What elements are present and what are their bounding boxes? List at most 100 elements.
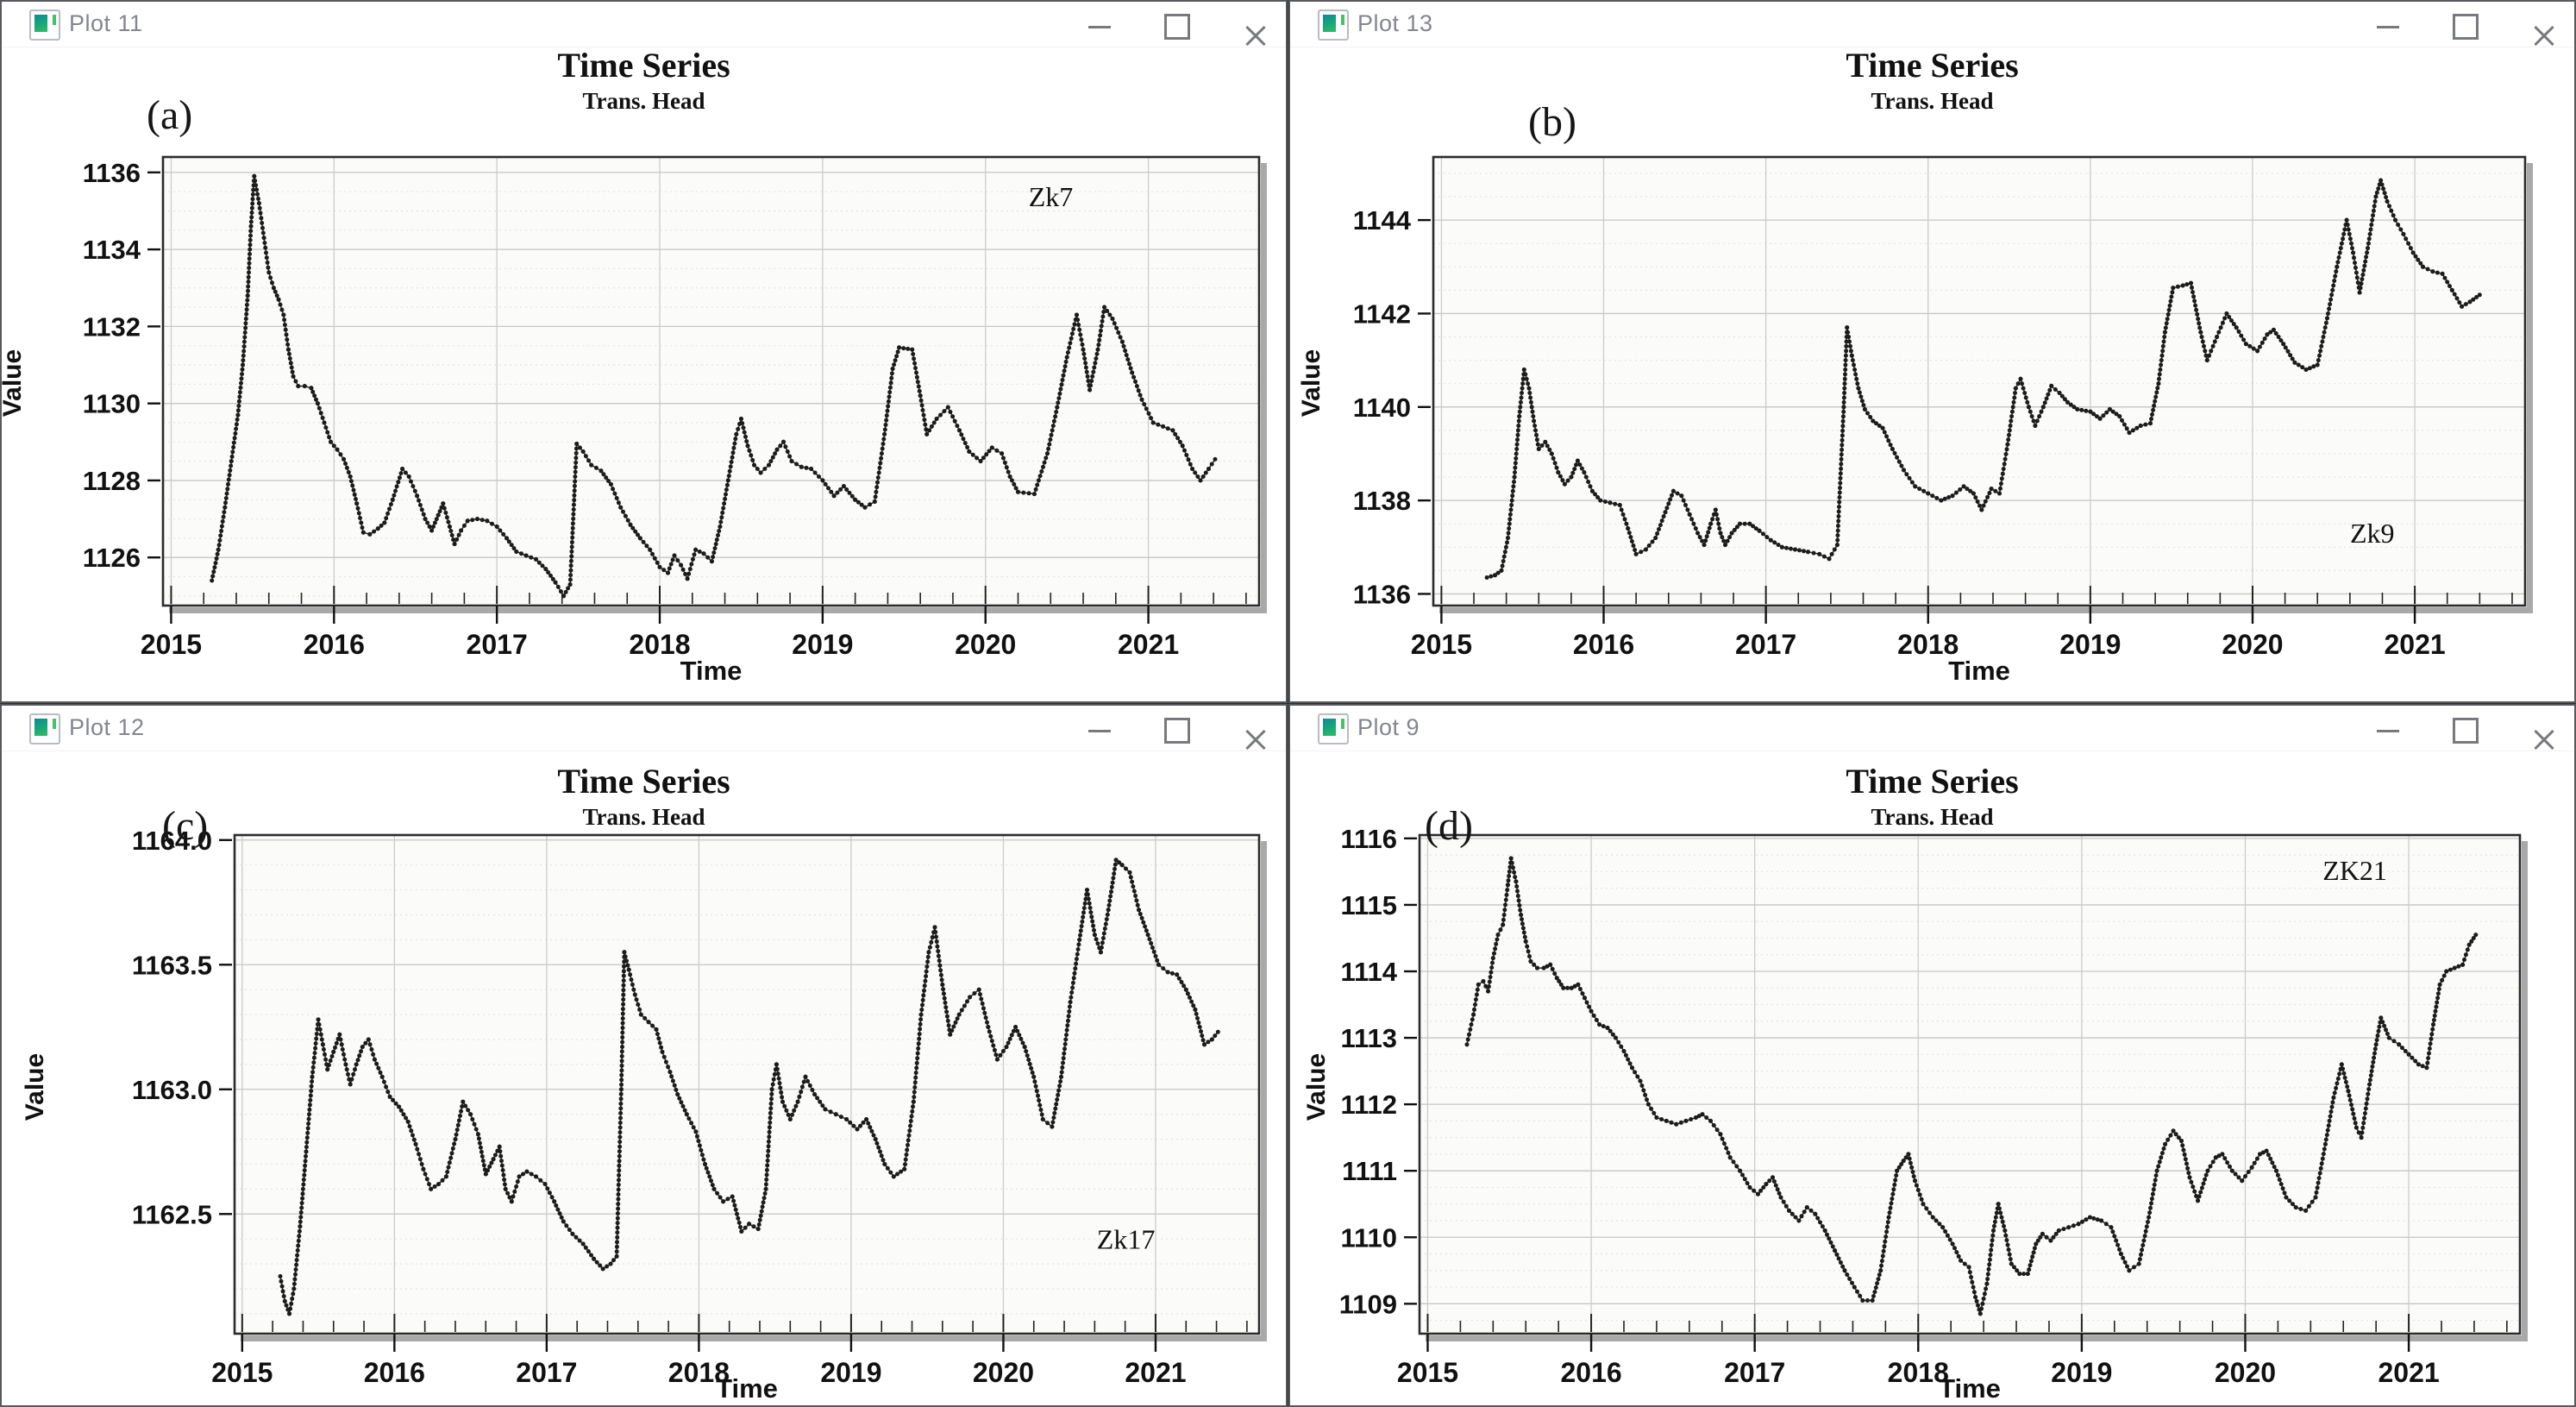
svg-text:2020: 2020	[2222, 629, 2283, 660]
titlebar[interactable]: Plot 13	[1290, 2, 2574, 47]
x-axis-label: Time	[716, 1373, 778, 1404]
panel-letter: (a)	[147, 92, 193, 138]
window-title: Plot 13	[1357, 10, 1433, 36]
plot-window-9: Plot 9 2015 2016 2017 2018 2019 2020 2021 1109 1…	[1288, 704, 2576, 1407]
panel-letter: (b)	[1528, 99, 1576, 145]
svg-text:2017: 2017	[467, 629, 528, 660]
svg-text:1134: 1134	[83, 235, 141, 265]
chart-title: Time Series	[557, 46, 730, 85]
chart-title: Time Series	[1846, 762, 2019, 801]
svg-text:2016: 2016	[364, 1357, 425, 1388]
panel-letter: (d)	[1425, 803, 1473, 849]
svg-text:1138: 1138	[1353, 486, 1411, 516]
window-title: Plot 11	[69, 10, 143, 36]
svg-text:2020: 2020	[2215, 1357, 2276, 1388]
titlebar[interactable]: Plot 9	[1290, 706, 2574, 751]
maximize-button[interactable]	[2441, 7, 2489, 41]
svg-text:2020: 2020	[973, 1357, 1034, 1388]
window-title: Plot 12	[69, 714, 145, 740]
app-icon	[1318, 713, 1349, 744]
svg-text:1113: 1113	[1340, 1023, 1397, 1053]
svg-text:2021: 2021	[1118, 629, 1179, 660]
x-axis-label: Time	[1948, 656, 2010, 686]
svg-text:1112: 1112	[1340, 1090, 1397, 1120]
plot-window-11: Plot 11 2015 2016 2017 2018 2019 2020 2021 1126…	[0, 0, 1288, 703]
maximize-button[interactable]	[2441, 711, 2489, 745]
minimize-button[interactable]	[1076, 711, 1125, 745]
svg-text:2018: 2018	[1888, 1357, 1949, 1388]
svg-text:1110: 1110	[1340, 1222, 1397, 1253]
svg-text:1140: 1140	[1353, 393, 1411, 423]
svg-text:Zk17: Zk17	[1097, 1224, 1156, 1255]
svg-text:1116: 1116	[1340, 824, 1397, 854]
svg-text:2018: 2018	[629, 629, 690, 660]
svg-text:1163.5: 1163.5	[132, 950, 212, 980]
svg-text:2016: 2016	[1573, 629, 1634, 660]
titlebar[interactable]: Plot 11	[2, 2, 1286, 47]
svg-text:ZK21: ZK21	[2322, 855, 2387, 886]
x-axis-label: Time	[680, 656, 743, 686]
svg-text:Zk9: Zk9	[2350, 518, 2395, 549]
svg-text:Zk7: Zk7	[1029, 181, 1074, 212]
svg-text:1130: 1130	[83, 389, 141, 419]
minimize-button[interactable]	[1076, 7, 1125, 41]
chart-title: Time Series	[557, 762, 730, 801]
svg-text:2018: 2018	[1897, 629, 1959, 660]
maximize-button[interactable]	[1152, 7, 1200, 41]
svg-text:2019: 2019	[792, 629, 853, 660]
svg-text:2019: 2019	[820, 1357, 881, 1388]
minimize-button[interactable]	[2365, 711, 2413, 745]
svg-text:1136: 1136	[1353, 579, 1411, 609]
svg-text:1163.0: 1163.0	[132, 1075, 212, 1105]
minimize-button[interactable]	[2365, 7, 2413, 41]
app-icon	[29, 713, 60, 744]
svg-text:1162.5: 1162.5	[132, 1199, 212, 1229]
svg-text:1126: 1126	[83, 543, 141, 573]
svg-text:2017: 2017	[516, 1357, 577, 1388]
svg-text:1109: 1109	[1339, 1289, 1397, 1319]
svg-text:2017: 2017	[1735, 629, 1796, 660]
app-icon	[29, 9, 60, 41]
svg-text:1132: 1132	[83, 311, 141, 342]
svg-text:1164.0: 1164.0	[132, 826, 212, 856]
maximize-button[interactable]	[1152, 711, 1200, 745]
chart-canvas: 2015 2016 2017 2018 2019 2020 2021 1126 1128 1130…	[83, 155, 1267, 660]
chart-subtitle: Trans. Head	[1871, 88, 1994, 114]
chart-canvas: 2015 2016 2017 2018 2019 2020 2021 1109 1110 1111…	[1339, 824, 2528, 1388]
chart-subtitle: Trans. Head	[582, 804, 705, 830]
svg-text:1114: 1114	[1340, 957, 1397, 987]
chart-title: Time Series	[1846, 46, 2019, 85]
svg-text:2021: 2021	[2384, 629, 2445, 660]
svg-text:2015: 2015	[211, 1357, 273, 1388]
svg-text:1128: 1128	[83, 466, 141, 496]
svg-text:2015: 2015	[1397, 1357, 1458, 1388]
svg-text:1136: 1136	[83, 158, 141, 188]
svg-text:2015: 2015	[1411, 629, 1472, 660]
chart-canvas: 2015 2016 2017 2018 2019 2020 2021 1162.5 1163.0…	[132, 826, 1267, 1388]
panel-letter: (c)	[162, 803, 209, 849]
window-title: Plot 9	[1357, 714, 1420, 740]
svg-text:1111: 1111	[1342, 1156, 1397, 1186]
svg-text:2019: 2019	[2059, 629, 2121, 660]
svg-text:2019: 2019	[2051, 1357, 2112, 1388]
svg-text:1115: 1115	[1340, 890, 1397, 920]
y-axis-label: Value	[1297, 349, 1326, 418]
y-axis-label: Value	[1302, 1052, 1332, 1121]
plot-window-13: Plot 13 2015 2016 2017 2018 2019 2020 2021 1136…	[1288, 0, 2576, 703]
svg-text:2017: 2017	[1724, 1357, 1785, 1388]
chart-subtitle: Trans. Head	[1871, 804, 1994, 830]
chart-subtitle: Trans. Head	[582, 88, 705, 114]
svg-text:1142: 1142	[1353, 298, 1411, 329]
svg-text:2020: 2020	[955, 629, 1016, 660]
svg-text:2016: 2016	[304, 629, 365, 660]
svg-text:2021: 2021	[1125, 1357, 1186, 1388]
svg-text:2018: 2018	[668, 1357, 730, 1388]
svg-text:1144: 1144	[1353, 205, 1412, 236]
titlebar[interactable]: Plot 12	[2, 706, 1286, 751]
svg-text:2021: 2021	[2378, 1357, 2439, 1388]
svg-text:2015: 2015	[141, 629, 202, 660]
x-axis-label: Time	[1939, 1373, 2001, 1404]
y-axis-label: Value	[21, 1052, 50, 1121]
plot-window-12: Plot 12 2015 2016 2017 2018 2019 2020 2021 1162…	[0, 704, 1288, 1407]
